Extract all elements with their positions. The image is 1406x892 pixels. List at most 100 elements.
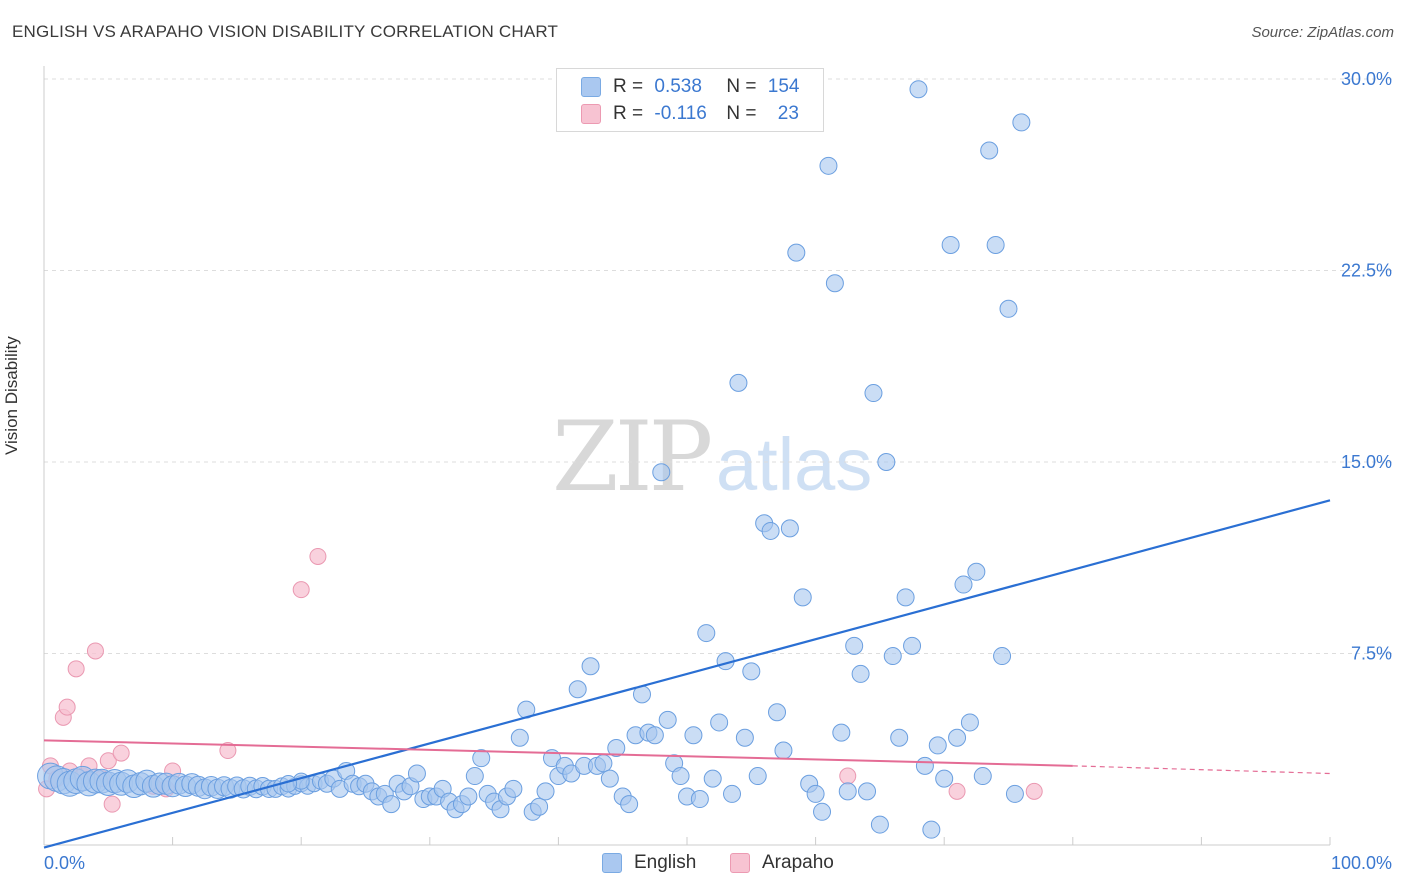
english-point xyxy=(703,769,722,788)
english-point xyxy=(787,243,806,262)
arapaho-point xyxy=(86,642,104,660)
arapaho-trend-extension xyxy=(1072,765,1331,775)
english-point xyxy=(684,726,703,745)
english-point xyxy=(877,453,896,471)
english-point xyxy=(838,782,857,801)
arapaho-points xyxy=(38,547,1043,813)
english-point xyxy=(510,728,529,747)
english-point xyxy=(825,274,844,293)
english-point xyxy=(954,575,973,594)
english-point xyxy=(832,723,851,742)
english-point xyxy=(909,80,928,99)
arapaho-point xyxy=(103,795,121,813)
arapaho-point xyxy=(292,581,310,599)
english-point xyxy=(948,728,967,747)
watermark-atlas: atlas xyxy=(716,423,872,506)
english-point xyxy=(806,784,825,803)
bottom-legend-swatch-english xyxy=(602,853,622,873)
english-point xyxy=(780,519,799,538)
english-point xyxy=(607,738,626,757)
english-point xyxy=(735,728,754,747)
english-point xyxy=(858,782,877,801)
watermark-zip: ZIP xyxy=(552,401,711,513)
english-point xyxy=(960,713,979,732)
legend-n-value: 154 xyxy=(767,76,800,97)
english-point xyxy=(883,647,902,666)
english-point xyxy=(761,521,780,540)
bottom-legend-english[interactable]: English xyxy=(602,852,696,874)
english-point xyxy=(697,624,716,643)
arapaho-point xyxy=(112,744,130,762)
english-point xyxy=(928,736,947,755)
english-trend-line xyxy=(43,499,1331,849)
legend-r-label: R = xyxy=(613,103,644,124)
english-point xyxy=(742,662,761,681)
english-point xyxy=(645,726,664,745)
english-point xyxy=(941,235,960,254)
legend-n-value: 23 xyxy=(777,103,799,124)
arapaho-point xyxy=(1025,782,1043,800)
arapaho-point xyxy=(839,767,857,785)
english-point xyxy=(967,562,986,581)
y-tick-label: 7.5% xyxy=(1351,644,1392,664)
x-tick-label: 100.0% xyxy=(1331,853,1392,873)
english-point xyxy=(890,728,909,747)
english-points xyxy=(37,80,1031,839)
arapaho-trend-line xyxy=(43,739,1073,767)
english-point xyxy=(568,680,587,699)
english-point xyxy=(980,141,999,160)
arapaho-point xyxy=(309,547,327,565)
english-point xyxy=(600,769,619,788)
english-point xyxy=(658,710,677,729)
english-point xyxy=(896,588,915,607)
english-point xyxy=(1005,784,1024,803)
legend-r-value: -0.116 xyxy=(654,103,707,124)
bottom-legend-swatch-arapaho xyxy=(730,853,750,873)
english-point xyxy=(504,779,523,798)
legend-row-english: R = 0.538 N = 154 xyxy=(581,75,799,99)
english-point xyxy=(819,156,838,175)
english-point xyxy=(793,588,812,607)
english-point xyxy=(935,769,954,788)
y-tick-label: 15.0% xyxy=(1341,452,1392,472)
legend-n-label: N = xyxy=(726,76,757,97)
english-point xyxy=(768,703,787,722)
english-point xyxy=(986,235,1005,254)
grid xyxy=(44,78,1395,654)
arapaho-point xyxy=(219,742,237,760)
arapaho-point xyxy=(948,782,966,800)
english-point xyxy=(594,754,613,773)
english-point xyxy=(690,790,709,809)
trend-lines xyxy=(43,499,1331,849)
english-point xyxy=(922,820,941,839)
arapaho-point xyxy=(58,698,76,716)
source-label: Source: ZipAtlas.com xyxy=(1251,24,1394,41)
english-point xyxy=(845,636,864,655)
axes xyxy=(43,66,1331,846)
legend-r-label: R = xyxy=(613,76,644,97)
y-axis-label: Vision Disability xyxy=(2,336,21,455)
english-point xyxy=(382,795,401,814)
english-point xyxy=(903,636,922,655)
english-point xyxy=(870,815,889,834)
arapaho-point xyxy=(99,752,117,770)
english-point xyxy=(530,797,549,816)
bottom-legend-arapaho[interactable]: Arapaho xyxy=(730,852,834,874)
english-point xyxy=(620,795,639,814)
english-point xyxy=(729,373,748,392)
watermark: ZIP atlas xyxy=(552,401,872,513)
english-point xyxy=(813,802,832,821)
english-point xyxy=(748,767,767,786)
english-point xyxy=(993,647,1012,666)
english-point xyxy=(851,664,870,683)
english-point xyxy=(536,782,555,801)
legend-swatch-english xyxy=(581,77,601,97)
english-point xyxy=(999,299,1018,318)
legend-row-arapaho: R = -0.116 N = 23 xyxy=(581,102,799,126)
english-point xyxy=(864,384,883,403)
bottom-legend: English Arapaho xyxy=(0,852,1406,878)
english-point xyxy=(465,767,484,786)
english-point xyxy=(407,764,426,783)
english-point xyxy=(973,767,992,786)
